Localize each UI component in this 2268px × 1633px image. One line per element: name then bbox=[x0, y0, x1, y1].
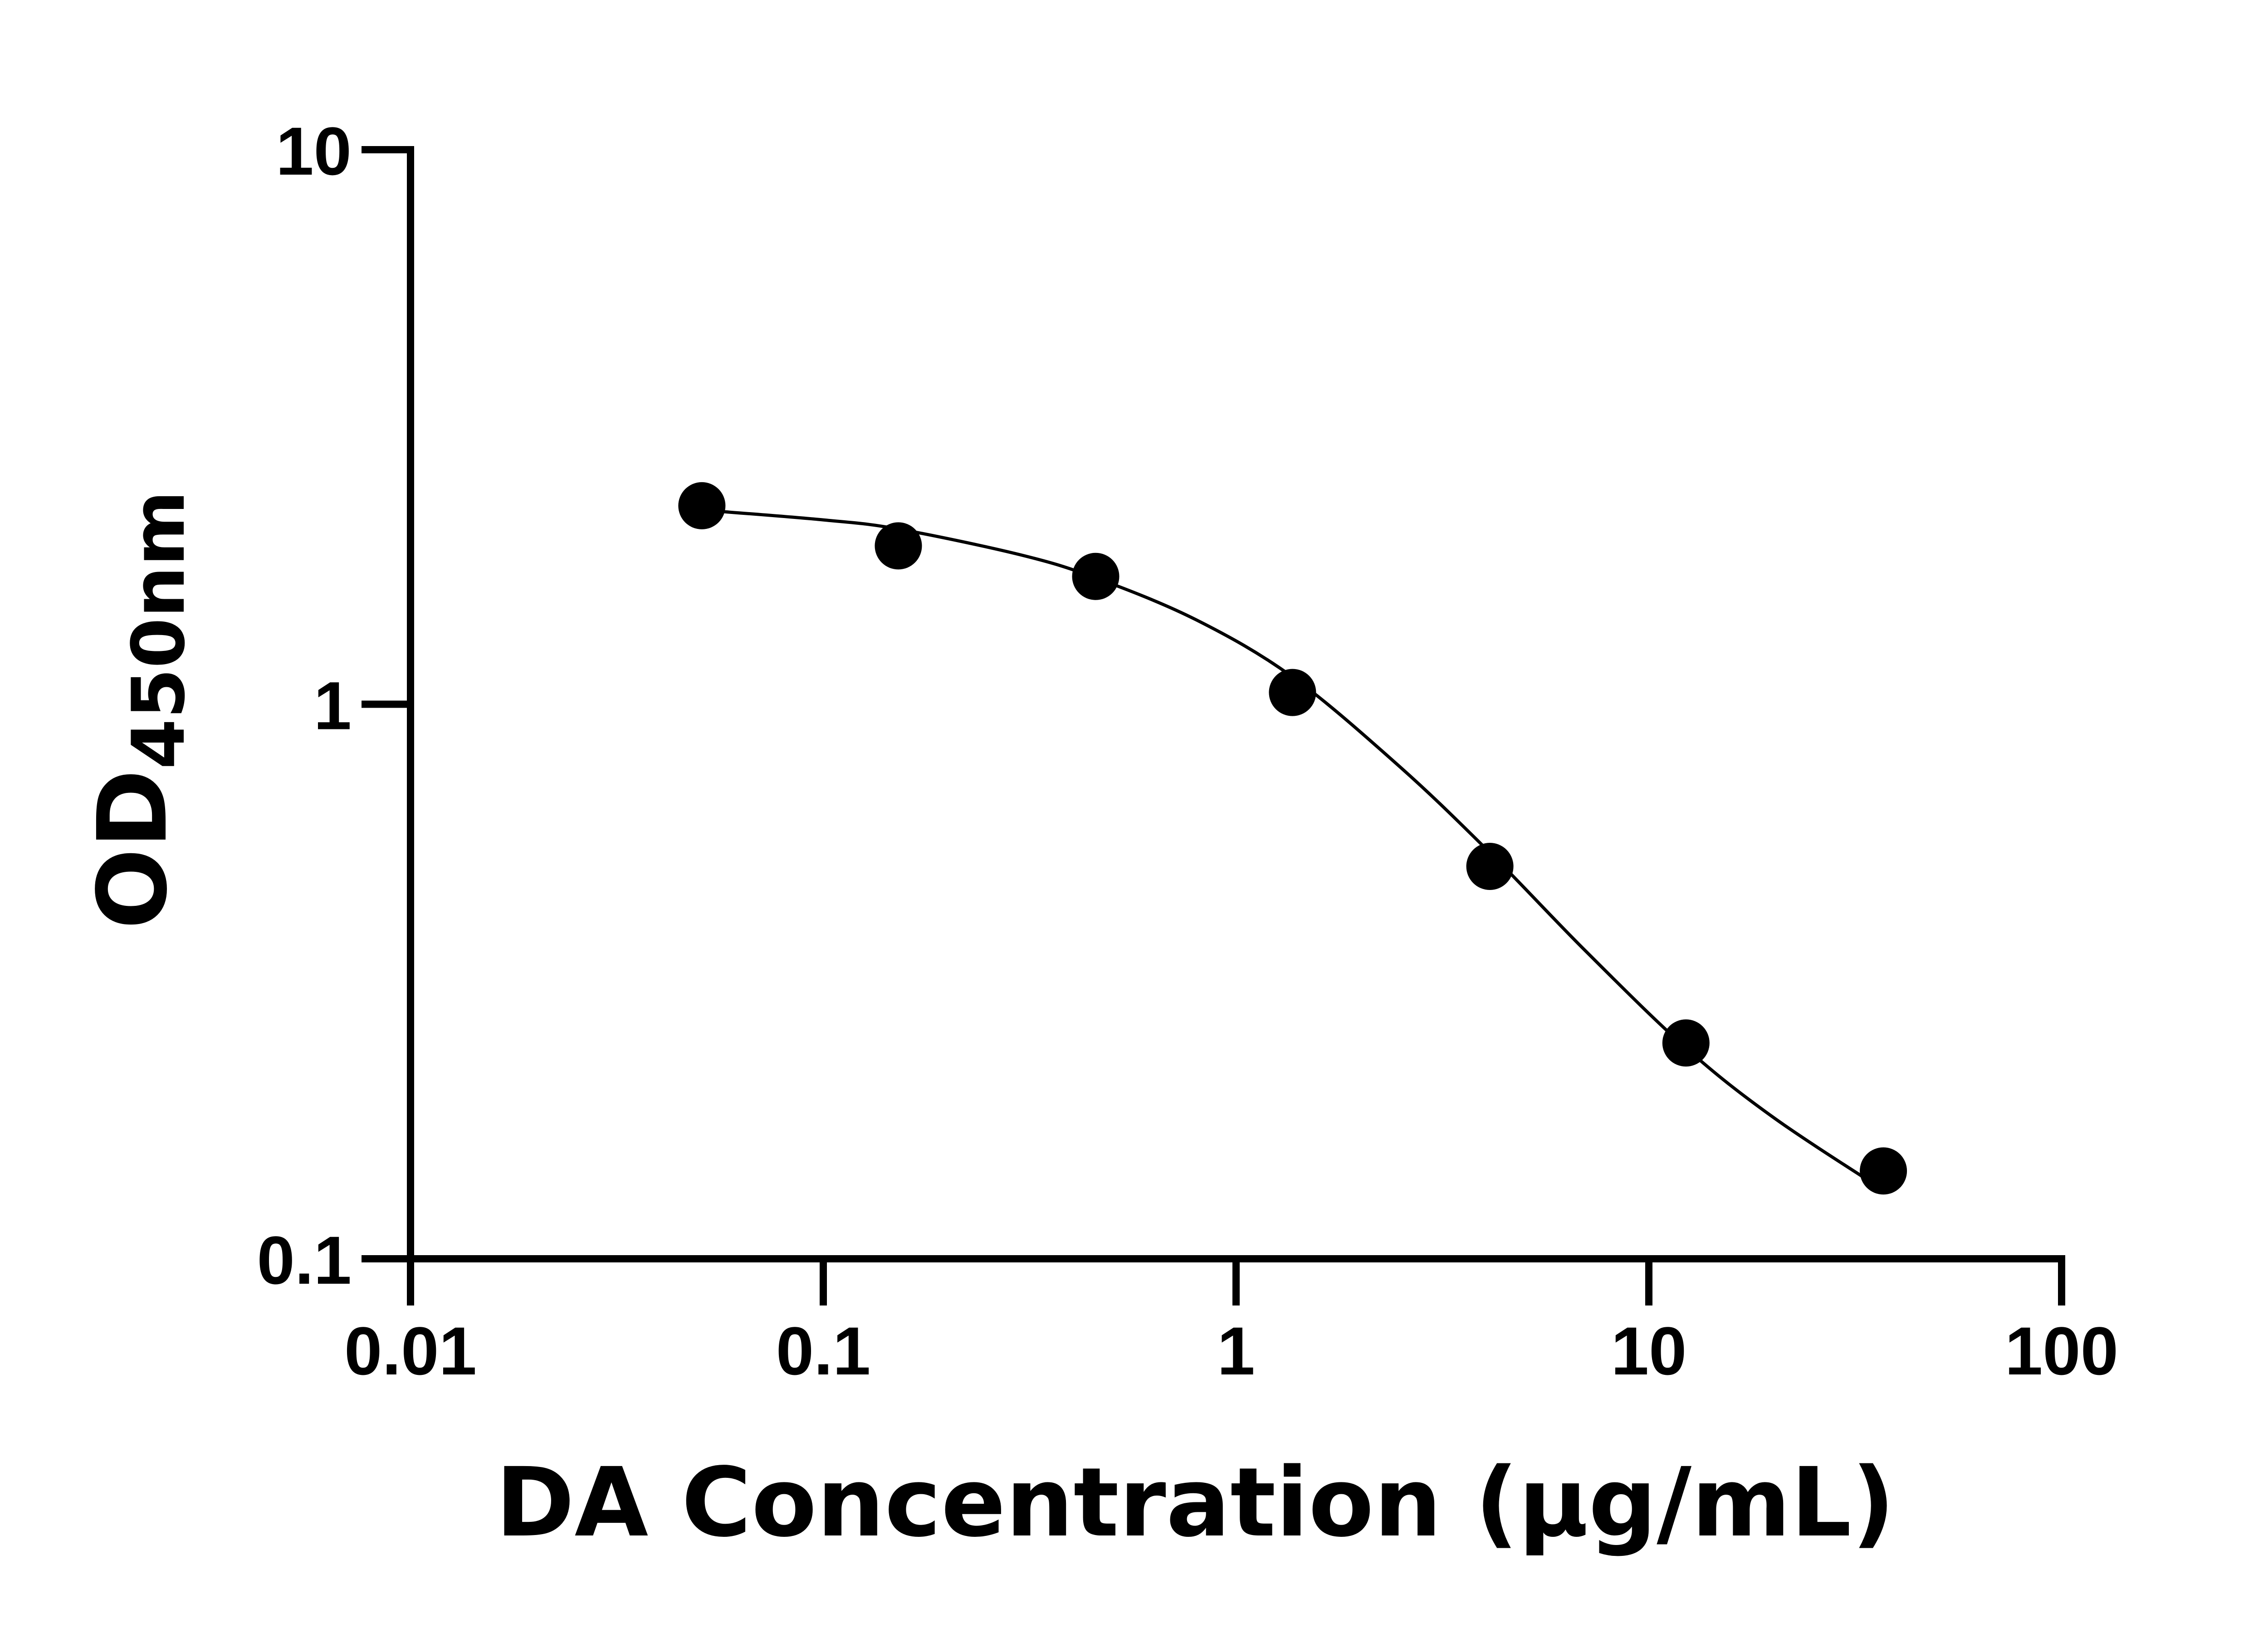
fit-curve-line bbox=[702, 508, 1885, 1192]
data-point-0-4 bbox=[1466, 842, 1514, 890]
x-tick-label-3: 10 bbox=[1611, 1313, 1687, 1389]
x-tick-label-0: 0.01 bbox=[344, 1313, 477, 1389]
data-point-0-2 bbox=[1072, 552, 1119, 600]
data-point-0-0 bbox=[678, 482, 726, 529]
data-point-0-3 bbox=[1269, 669, 1316, 716]
data-points-layer bbox=[678, 482, 1907, 1195]
y-tick-label-0: 0.1 bbox=[257, 1222, 352, 1298]
y-axis-title: OD450nm bbox=[77, 490, 201, 929]
y-tick-label-2: 10 bbox=[276, 113, 352, 189]
ticks: 0.01 0.1 1 10 100 0.1 1 10 bbox=[257, 113, 2118, 1389]
data-point-0-5 bbox=[1662, 1019, 1710, 1067]
data-point-0-6 bbox=[1860, 1147, 1907, 1195]
data-point-0-1 bbox=[875, 522, 922, 570]
y-axis-title-main: OD bbox=[77, 769, 188, 929]
x-axis-title: DA Concentration (µg/mL) bbox=[495, 1447, 1895, 1558]
x-tick-label-1: 0.1 bbox=[776, 1313, 871, 1389]
x-tick-label-2: 1 bbox=[1217, 1313, 1255, 1389]
y-axis-title-subscript: 450nm bbox=[116, 490, 201, 769]
axes bbox=[407, 146, 2065, 1262]
y-tick-label-1: 1 bbox=[314, 668, 352, 744]
x-tick-label-4: 100 bbox=[2005, 1313, 2118, 1389]
fit-curve-layer bbox=[702, 508, 1885, 1192]
